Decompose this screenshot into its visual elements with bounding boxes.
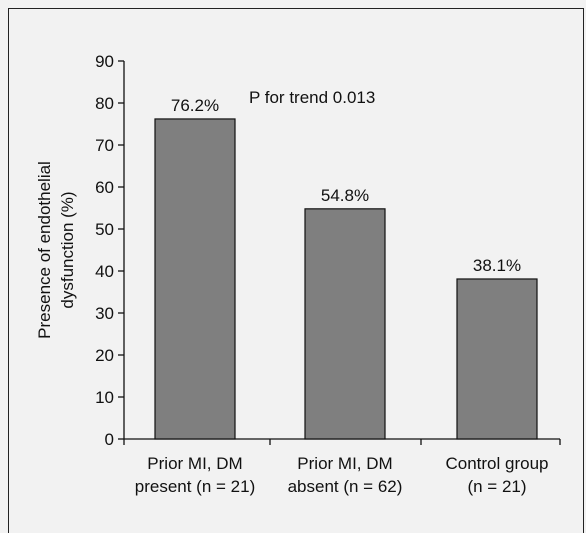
bar — [304, 208, 386, 440]
bar — [456, 278, 538, 440]
y-tick-label: 50 — [95, 220, 114, 239]
data-label: 38.1% — [473, 256, 521, 275]
data-label: 76.2% — [171, 96, 219, 115]
y-tick-label: 60 — [95, 178, 114, 197]
x-category-label: (n = 21) — [467, 477, 526, 496]
chart-panel — [8, 8, 584, 533]
y-tick-label: 80 — [95, 94, 114, 113]
x-category-label: absent (n = 62) — [288, 477, 403, 496]
x-category-label: Control group — [445, 454, 548, 473]
y-tick-label: 70 — [95, 136, 114, 155]
y-tick-label: 10 — [95, 388, 114, 407]
y-tick-label: 30 — [95, 304, 114, 323]
x-category-label: present (n = 21) — [135, 477, 256, 496]
p-trend-annotation: P for trend 0.013 — [249, 88, 375, 107]
y-tick-label: 0 — [105, 430, 114, 449]
data-label: 54.8% — [321, 186, 369, 205]
bar — [154, 118, 236, 440]
x-category-label: Prior MI, DM — [147, 454, 242, 473]
y-tick-label: 20 — [95, 346, 114, 365]
y-tick-label: 40 — [95, 262, 114, 281]
y-axis-label: dysfunction (%) — [58, 191, 77, 308]
x-category-label: Prior MI, DM — [297, 454, 392, 473]
y-axis-label: Presence of endothelial — [35, 161, 54, 339]
y-tick-label: 90 — [95, 52, 114, 71]
